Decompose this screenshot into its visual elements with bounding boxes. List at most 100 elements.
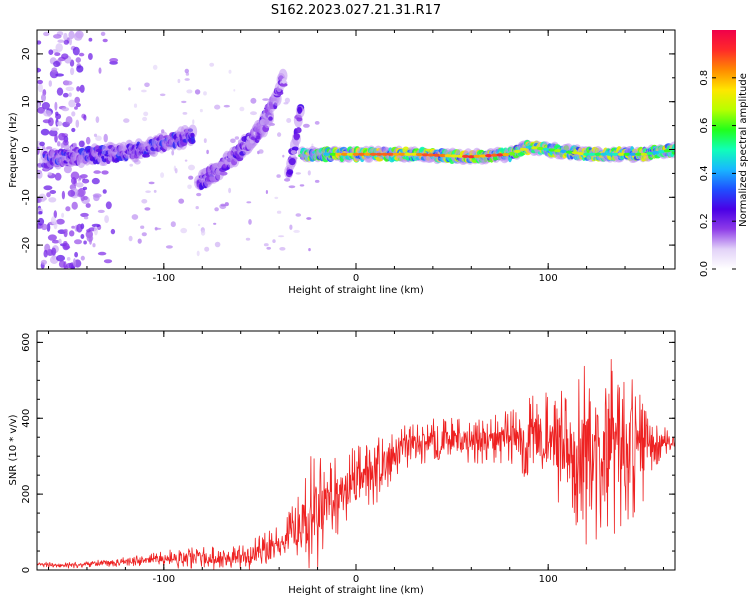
scatter-blob	[88, 53, 93, 60]
line-core	[635, 152, 642, 156]
scatter-blob	[159, 93, 166, 97]
scatter-blob	[284, 97, 290, 104]
scatter-blob	[276, 210, 282, 214]
scatter-blob	[82, 186, 88, 191]
scatter-blob	[46, 248, 53, 257]
scatter-blob	[51, 239, 60, 244]
scatter-blob	[171, 150, 175, 156]
band-blob	[256, 135, 261, 140]
line-core	[640, 152, 648, 156]
scatter-blob	[181, 100, 187, 104]
line-core	[433, 153, 441, 157]
scatter-blob	[76, 65, 84, 73]
band-blob	[297, 106, 303, 114]
scatter-blob	[265, 190, 268, 194]
scatter-blob	[97, 209, 105, 213]
scatter-blob	[148, 181, 155, 185]
line-core	[554, 149, 562, 153]
scatter-blob	[48, 49, 54, 55]
x-tick-label: 0	[353, 574, 359, 585]
scatter-blob	[68, 92, 72, 97]
line-core	[410, 152, 418, 156]
scatter-blob	[93, 170, 101, 174]
scatter-blob	[74, 251, 78, 258]
scatter-blob	[228, 69, 232, 74]
line-core	[611, 152, 619, 156]
band-blob	[286, 169, 294, 175]
line-core	[381, 152, 389, 156]
line-core	[565, 150, 573, 154]
scatter-blob	[250, 97, 257, 104]
line-core	[450, 154, 458, 158]
scatter-blob	[62, 139, 69, 146]
colorbar-tick-label: 0.6	[699, 118, 710, 134]
scatter-blob	[223, 104, 230, 108]
band-blob	[281, 78, 286, 84]
line-core	[346, 152, 354, 156]
scatter-blob	[83, 216, 89, 220]
colorbar-tick-label: 0.0	[699, 261, 710, 277]
scatter-blob	[184, 159, 188, 162]
line-core	[548, 148, 556, 152]
scatter-blob	[37, 217, 45, 226]
scatter-blob	[65, 86, 75, 92]
line-core	[427, 153, 435, 157]
scatter-blob	[83, 114, 87, 121]
line-core	[583, 152, 591, 156]
scatter-blob	[53, 220, 58, 230]
scatter-blob	[233, 89, 236, 92]
scatter-blob	[54, 101, 58, 111]
scatter-blob	[58, 238, 62, 244]
scatter-blob	[80, 195, 85, 202]
scatter-blob	[143, 111, 149, 117]
line-core	[606, 152, 614, 156]
scatter-blob	[72, 258, 77, 267]
band-blob	[190, 136, 195, 144]
line-core	[335, 152, 343, 156]
snr-y-axis-label: SNR (10 * v/v)	[8, 414, 19, 485]
scatter-blob	[272, 239, 276, 244]
scatter-blob	[144, 82, 150, 88]
line-core	[496, 153, 504, 157]
scatter-blob	[46, 192, 51, 198]
scatter-blob	[88, 37, 93, 42]
colorbar: 0.0 0.2 0.4 0.6 0.8 Normalized spectral ampl…	[699, 30, 749, 277]
scatter-blob	[72, 46, 80, 56]
scatter-blob	[128, 235, 133, 242]
scatter-blob	[314, 121, 320, 125]
colorbar-gradient	[712, 30, 736, 269]
scatter-blob	[74, 96, 80, 104]
band-blob	[219, 171, 228, 176]
scatter-blob	[288, 185, 296, 189]
scatter-blob	[47, 172, 53, 176]
scatter-blob	[230, 138, 236, 144]
scatter-blob	[43, 31, 50, 37]
scatter-blob	[67, 189, 76, 197]
scatter-blob	[75, 182, 84, 188]
scatter-blob	[56, 87, 64, 96]
scatter-blob	[279, 247, 286, 251]
scatter-blob	[102, 38, 108, 43]
scatter-blob	[40, 128, 50, 136]
scatter-blob	[200, 229, 206, 236]
scatter-blob	[101, 170, 109, 175]
scatter-blob	[43, 249, 48, 258]
scatter-blob	[48, 117, 54, 127]
scatter-blob	[60, 142, 64, 149]
band-blob	[293, 133, 300, 141]
scatter-blob	[206, 149, 209, 155]
scatter-blob	[145, 190, 151, 193]
scatter-blob	[41, 102, 51, 110]
scatter-blob	[100, 31, 106, 36]
scatter-blob	[41, 93, 46, 102]
line-core	[421, 153, 429, 157]
scatter-blob	[37, 106, 45, 114]
colorbar-axis: 0.0 0.2 0.4 0.6 0.8	[699, 70, 736, 277]
scatter-blob	[239, 106, 245, 112]
colorbar-tick-label: 0.4	[699, 165, 710, 181]
line-core	[329, 152, 337, 156]
scatter-blob	[37, 102, 41, 108]
band-blob	[296, 117, 303, 122]
scatter-blob	[58, 260, 66, 268]
scatter-blob	[91, 223, 101, 228]
